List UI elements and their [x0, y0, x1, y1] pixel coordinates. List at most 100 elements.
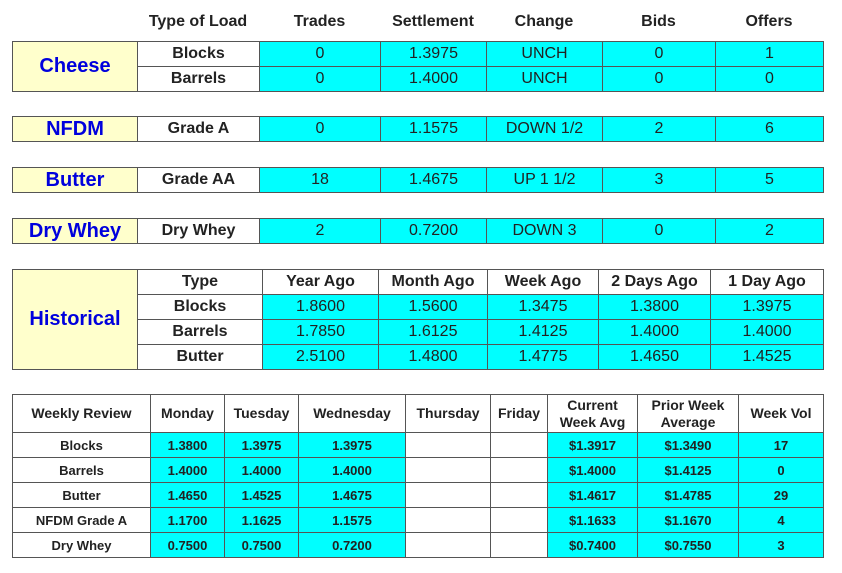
data-cell: 1.3475 — [487, 294, 599, 320]
empty-day — [405, 532, 491, 558]
day-value: 1.4675 — [298, 482, 406, 508]
market-group: NFDM Grade A 0 1.1575 DOWN 1/2 2 6 — [12, 116, 824, 142]
header-row: Type of Load Trades Settlement Change Bids Of… — [12, 10, 823, 34]
prior-week-avg: $1.3490 — [637, 432, 739, 458]
column-header: Change — [514, 13, 574, 30]
data-cell: 1 — [715, 41, 824, 67]
data-cell: 1.7850 — [262, 319, 379, 345]
data-row: Dry Whey 0.7500 0.7500 0.7200 $0.7400 $0.7550… — [12, 532, 824, 558]
historical-table: Historical Type Year Ago Month Ago Week Ago 2… — [12, 269, 824, 370]
column-header: Tuesday — [224, 394, 299, 433]
column-header: 2 Days Ago — [598, 269, 711, 295]
empty-day — [490, 507, 548, 533]
day-value: 1.4000 — [298, 457, 406, 483]
data-cell: 2 — [602, 116, 716, 142]
row-label: Barrels — [12, 457, 151, 483]
data-cell: 0 — [602, 218, 716, 244]
data-cell: 1.8600 — [262, 294, 379, 320]
column-header: Wednesday — [298, 394, 406, 433]
column-header: Month Ago — [378, 269, 488, 295]
empty-day — [490, 532, 548, 558]
current-week-avg: $1.4617 — [547, 482, 638, 508]
data-cell: 2 — [715, 218, 824, 244]
data-cell: UNCH — [486, 66, 603, 92]
type-cell: Dry Whey — [137, 218, 260, 244]
header-row: Weekly Review Monday Tuesday Wednesday Thurs… — [12, 394, 824, 433]
day-value: 1.4650 — [150, 482, 225, 508]
column-header: Week Vol — [738, 394, 824, 433]
empty-day — [405, 432, 491, 458]
prior-week-avg: $1.4785 — [637, 482, 739, 508]
data-cell: 6 — [715, 116, 824, 142]
row-label: Blocks — [12, 432, 151, 458]
empty-day — [405, 482, 491, 508]
data-cell: 1.4125 — [487, 319, 599, 345]
data-row: Blocks 1.3800 1.3975 1.3975 $1.3917 $1.3490 17 — [12, 432, 824, 458]
column-header: Type — [137, 269, 263, 295]
data-cell: 0 — [715, 66, 824, 92]
data-row: Butter 2.5100 1.4800 1.4775 1.4650 1.4525 — [13, 344, 824, 370]
week-vol: 0 — [738, 457, 824, 483]
type-cell: Butter — [137, 344, 263, 370]
day-value: 1.4000 — [150, 457, 225, 483]
type-cell: Blocks — [137, 41, 260, 67]
data-cell: 3 — [602, 167, 716, 193]
data-row: Butter Grade AA 18 1.4675 UP 1 1/2 3 5 — [12, 167, 824, 193]
column-header: Bids — [641, 13, 676, 30]
empty-day — [405, 457, 491, 483]
current-week-avg: $1.4000 — [547, 457, 638, 483]
data-row: Cheese Blocks 0 1.3975 UNCH 0 1 — [12, 41, 824, 92]
data-row: NFDM Grade A 0 1.1575 DOWN 1/2 2 6 — [12, 116, 824, 142]
day-value: 1.4000 — [224, 457, 299, 483]
data-cell: 1.4525 — [710, 344, 824, 370]
data-cell: 1.4800 — [378, 344, 488, 370]
type-cell: Grade A — [137, 116, 260, 142]
type-cell: Barrels — [137, 66, 260, 92]
data-cell: 1.4000 — [380, 66, 487, 92]
day-value: 1.4525 — [224, 482, 299, 508]
data-cell: 1.3800 — [598, 294, 711, 320]
type-cell: Barrels — [137, 319, 263, 345]
data-cell: 1.4775 — [487, 344, 599, 370]
data-row: Butter 1.4650 1.4525 1.4675 $1.4617 $1.4785 29 — [12, 482, 824, 508]
weekly-review-table: Weekly Review Monday Tuesday Wednesday Thurs… — [12, 394, 824, 558]
data-cell: 0 — [602, 66, 716, 92]
data-row: Barrels 0 1.4000 UNCH 0 0 — [13, 66, 824, 92]
data-cell: 18 — [259, 167, 381, 193]
data-cell: 1.5600 — [378, 294, 488, 320]
day-value: 1.1575 — [298, 507, 406, 533]
day-value: 1.3975 — [224, 432, 299, 458]
data-cell: 2.5100 — [262, 344, 379, 370]
column-header: Week Ago — [487, 269, 599, 295]
week-vol: 3 — [738, 532, 824, 558]
day-value: 1.3800 — [150, 432, 225, 458]
data-row: Barrels 1.4000 1.4000 1.4000 $1.4000 $1.4125 0 — [12, 457, 824, 483]
column-header: Settlement — [392, 13, 474, 30]
market-group: Butter Grade AA 18 1.4675 UP 1 1/2 3 5 — [12, 167, 824, 193]
week-vol: 29 — [738, 482, 824, 508]
empty-day — [490, 482, 548, 508]
prior-week-avg: $1.1670 — [637, 507, 739, 533]
column-header: Year Ago — [262, 269, 379, 295]
column-header: Monday — [150, 394, 225, 433]
group-label: NFDM — [12, 116, 138, 142]
column-header: Prior Week Average — [637, 394, 739, 433]
column-header: 1 Day Ago — [710, 269, 824, 295]
column-header: Friday — [490, 394, 548, 433]
empty-day — [490, 457, 548, 483]
data-cell: 1.3975 — [380, 41, 487, 67]
day-value: 1.1625 — [224, 507, 299, 533]
data-cell: UNCH — [486, 41, 603, 67]
column-header: Thursday — [405, 394, 491, 433]
day-value: 0.7200 — [298, 532, 406, 558]
empty-day — [405, 507, 491, 533]
row-label: Dry Whey — [12, 532, 151, 558]
data-row: Barrels 1.7850 1.6125 1.4125 1.4000 1.4000 — [13, 319, 824, 345]
column-header: Weekly Review — [12, 394, 151, 433]
data-cell: 0 — [259, 116, 381, 142]
data-cell: 0 — [259, 66, 381, 92]
data-cell: 1.1575 — [380, 116, 487, 142]
prior-week-avg: $0.7550 — [637, 532, 739, 558]
